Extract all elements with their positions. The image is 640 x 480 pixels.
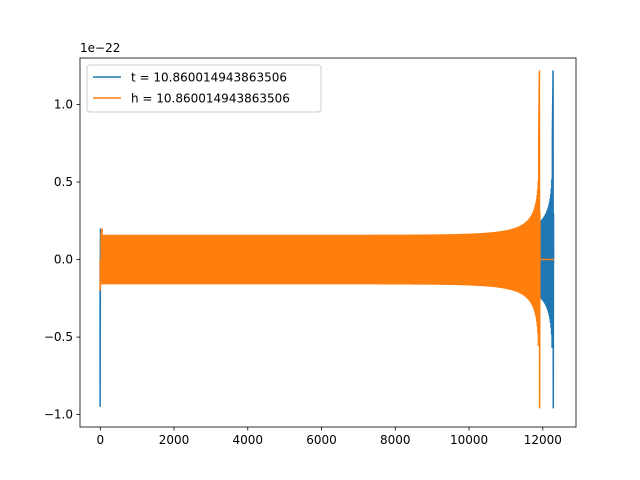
y-tick-label: 0.0 [54, 253, 73, 267]
axes: 0 2000 4000 6000 8000 10000 12000 −1.0 −0.5 0.0 0.… [44, 57, 577, 447]
x-tick-label: 6000 [306, 433, 337, 447]
legend-box [86, 64, 322, 113]
legend-label-2: h = 10.860014943863506 [131, 92, 290, 106]
y-tick-label: 0.5 [54, 175, 73, 189]
x-tick-label: 4000 [233, 433, 264, 447]
legend-label-1: t = 10.860014943863506 [131, 71, 287, 85]
axes-frame [79, 57, 577, 428]
x-tick-label: 2000 [159, 433, 190, 447]
x-tick-label: 8000 [380, 433, 411, 447]
plot-area [99, 70, 555, 409]
x-tick-label: 12000 [524, 433, 562, 447]
x-tick-label: 10000 [450, 433, 488, 447]
x-tick-label: 0 [96, 433, 104, 447]
y-offset-label: 1e−22 [80, 41, 120, 55]
y-tick-label: −0.5 [44, 330, 73, 344]
y-tick-label: −1.0 [44, 408, 73, 422]
y-tick-label: 1.0 [54, 98, 73, 112]
series-line-2 [99, 70, 554, 409]
legend: t = 10.860014943863506 h = 10.86001494386… [86, 64, 322, 113]
